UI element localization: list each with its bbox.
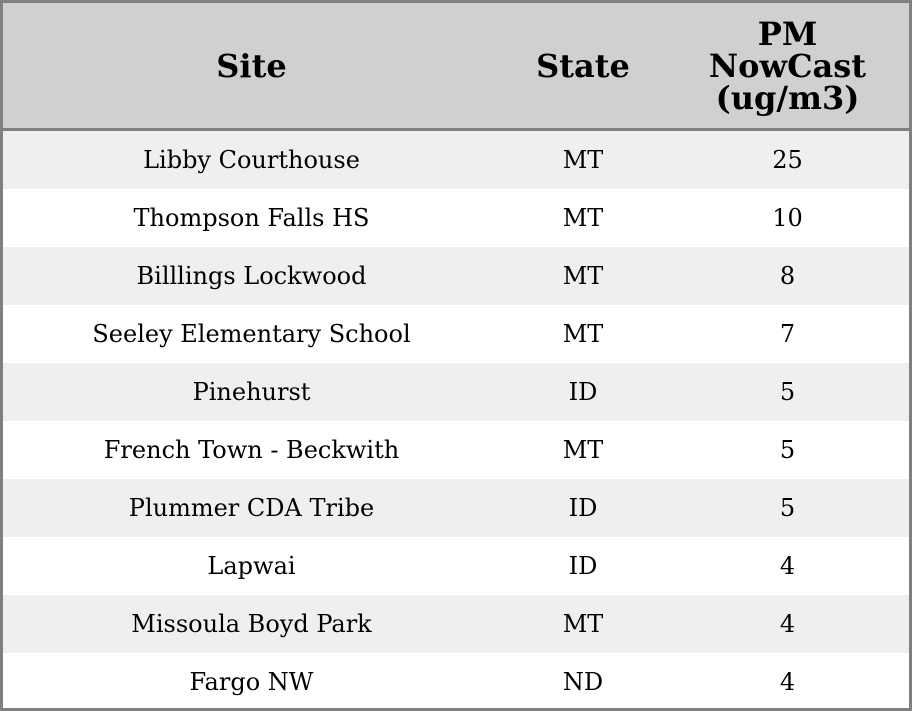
pm-nowcast-table: Site State PM NowCast (ug/m3) Libby Courthou… <box>3 3 909 711</box>
pm-value-cell: 5 <box>666 363 909 421</box>
column-header: State <box>500 3 666 131</box>
site-cell: Plummer CDA Tribe <box>3 479 500 537</box>
state-cell: MT <box>562 204 604 232</box>
state-cell: ID <box>500 363 666 421</box>
state-cell: MT <box>500 595 666 653</box>
site-cell: Seeley Elementary School <box>92 320 411 348</box>
table-row: Fargo NW ND 4 <box>3 653 909 711</box>
state-cell: MT <box>500 129 666 189</box>
site-cell: Libby Courthouse <box>3 129 500 189</box>
table-row: Thompson Falls HS MT 10 <box>3 189 909 247</box>
table-row: Billlings Lockwood MT 8 <box>3 247 909 305</box>
pm-value-cell: 5 <box>779 436 796 464</box>
table-row: Plummer CDA Tribe ID 5 <box>3 479 909 537</box>
state-cell: MT <box>562 436 604 464</box>
site-cell: French Town - Beckwith <box>103 436 400 464</box>
pm-value-cell: 4 <box>779 552 796 580</box>
site-cell: Lapwai <box>207 552 296 580</box>
pm-value-cell: 4 <box>666 595 909 653</box>
column-header: Site <box>3 3 500 131</box>
column-header-text: Site <box>216 46 287 85</box>
column-header-text: PM <box>757 14 818 53</box>
site-cell: Billlings Lockwood <box>3 247 500 305</box>
column-header-text: NowCast <box>708 46 867 85</box>
pm-value-cell: 8 <box>666 247 909 305</box>
pm-value-cell: 10 <box>772 204 803 232</box>
column-header-text: State <box>536 46 630 85</box>
column-header: PM NowCast (ug/m3) <box>666 3 909 131</box>
table-row: Pinehurst ID 5 <box>3 363 909 421</box>
pm-value-cell: 25 <box>666 129 909 189</box>
pm-value-cell: 7 <box>779 320 796 348</box>
site-cell: Missoula Boyd Park <box>3 595 500 653</box>
table-row: Lapwai ID 4 <box>3 537 909 595</box>
table-row: Missoula Boyd Park MT 4 <box>3 595 909 653</box>
state-cell: ND <box>562 668 604 696</box>
table-row: Seeley Elementary School MT 7 <box>3 305 909 363</box>
state-cell: ID <box>568 552 598 580</box>
site-cell: Fargo NW <box>189 668 314 696</box>
state-cell: MT <box>500 247 666 305</box>
state-cell: MT <box>562 320 604 348</box>
header-row: Site State PM NowCast (ug/m3) <box>3 3 909 131</box>
pm-value-cell: 5 <box>666 479 909 537</box>
column-header-text: (ug/m3) <box>715 78 860 117</box>
site-cell: Pinehurst <box>3 363 500 421</box>
table-row: Libby Courthouse MT 25 <box>3 129 909 189</box>
site-cell: Thompson Falls HS <box>133 204 370 232</box>
pm-value-cell: 4 <box>779 668 796 696</box>
state-cell: ID <box>500 479 666 537</box>
table-row: French Town - Beckwith MT 5 <box>3 421 909 479</box>
